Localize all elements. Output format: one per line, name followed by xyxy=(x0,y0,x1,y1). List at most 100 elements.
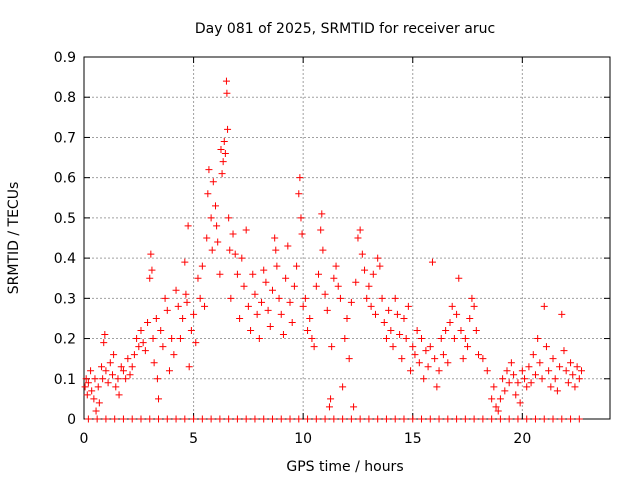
data-point xyxy=(404,302,412,310)
data-point xyxy=(332,262,340,270)
data-point xyxy=(176,335,184,343)
data-point xyxy=(422,347,430,355)
data-point xyxy=(209,178,217,186)
tick-labels: 0 0.1 0.2 0.3 0.4 0.5 0.6 0.7 0.8 0.9 0 5 10 15 20 xyxy=(54,50,532,447)
data-point xyxy=(516,399,524,407)
data-point xyxy=(578,367,586,375)
data-point xyxy=(479,355,487,363)
grid-lines xyxy=(84,57,610,419)
data-point xyxy=(165,367,173,375)
data-point xyxy=(354,234,362,242)
data-point xyxy=(141,347,149,355)
y-tick-label: 0 xyxy=(67,412,76,428)
data-point xyxy=(216,270,224,278)
data-point xyxy=(92,407,100,415)
data-point xyxy=(106,359,114,367)
data-point xyxy=(126,371,134,379)
data-point xyxy=(299,302,307,310)
data-point xyxy=(183,298,191,306)
data-point xyxy=(99,375,107,383)
data-point xyxy=(185,363,193,371)
data-point xyxy=(439,351,447,359)
data-point xyxy=(503,367,511,375)
data-point xyxy=(227,294,235,302)
data-point xyxy=(229,230,237,238)
data-point xyxy=(111,415,119,423)
data-point xyxy=(426,415,434,423)
data-point xyxy=(260,266,268,274)
data-point xyxy=(409,415,417,423)
y-tick-label: 0.5 xyxy=(54,211,76,227)
data-point xyxy=(461,415,469,423)
data-point xyxy=(198,262,206,270)
data-point xyxy=(212,202,219,210)
data-point xyxy=(529,351,537,359)
data-point xyxy=(358,250,366,258)
data-point xyxy=(296,174,304,182)
data-point xyxy=(146,274,154,282)
data-point xyxy=(371,310,379,318)
data-point xyxy=(347,415,355,423)
data-point xyxy=(182,290,190,298)
data-point xyxy=(190,415,198,423)
data-point xyxy=(549,355,557,363)
data-point xyxy=(501,387,509,395)
data-point xyxy=(376,262,384,270)
data-point xyxy=(272,246,280,254)
data-point xyxy=(334,282,342,290)
data-point xyxy=(475,351,482,359)
data-point xyxy=(472,327,480,335)
data-point xyxy=(135,343,143,351)
data-point xyxy=(310,343,318,351)
data-point xyxy=(290,282,298,290)
data-point xyxy=(525,363,533,371)
data-point xyxy=(115,391,123,399)
data-point xyxy=(545,367,553,375)
data-point xyxy=(93,415,101,423)
data-point xyxy=(367,302,375,310)
x-tick-label: 5 xyxy=(189,431,198,447)
data-point xyxy=(114,375,122,383)
data-point xyxy=(88,387,96,395)
data-point xyxy=(84,379,92,387)
data-point xyxy=(244,302,252,310)
data-point xyxy=(385,306,393,314)
data-point xyxy=(457,327,465,335)
data-point xyxy=(339,415,347,423)
data-point xyxy=(402,335,410,343)
data-point xyxy=(382,415,390,423)
data-point xyxy=(231,250,239,258)
data-point xyxy=(128,363,136,371)
y-tick-label: 0.8 xyxy=(54,90,76,106)
data-point xyxy=(341,335,349,343)
data-point xyxy=(179,314,187,322)
data-point xyxy=(540,302,548,310)
data-point xyxy=(82,375,90,383)
data-point xyxy=(321,415,329,423)
data-point xyxy=(549,415,557,423)
data-point xyxy=(315,270,323,278)
data-point xyxy=(365,282,373,290)
y-tick-label: 0.6 xyxy=(54,171,76,187)
data-point xyxy=(437,335,445,343)
data-point xyxy=(301,294,309,302)
data-point xyxy=(547,383,555,391)
data-point xyxy=(144,318,152,326)
data-point xyxy=(553,387,561,395)
data-point xyxy=(378,294,386,302)
data-point xyxy=(510,371,518,379)
data-point xyxy=(420,375,428,383)
data-point xyxy=(264,306,272,314)
data-point xyxy=(222,77,230,85)
data-point xyxy=(251,290,259,298)
data-points xyxy=(81,77,586,423)
data-point xyxy=(149,335,157,343)
data-point xyxy=(273,262,281,270)
data-point xyxy=(172,415,180,423)
data-point xyxy=(262,278,270,286)
plot-border xyxy=(83,56,611,420)
data-point xyxy=(153,375,161,383)
data-point xyxy=(345,355,353,363)
data-point xyxy=(161,294,169,302)
data-point xyxy=(260,415,268,423)
